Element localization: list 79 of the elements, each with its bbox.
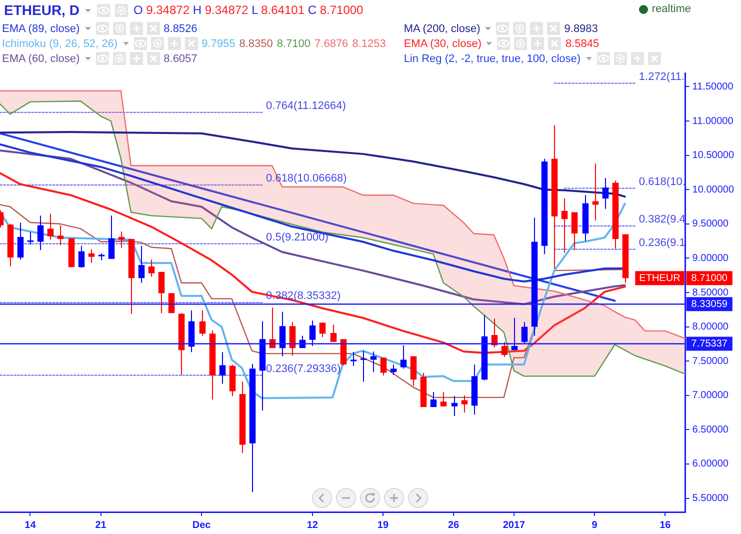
candlestick [350,352,357,366]
x-tick-label: 2017 [502,520,526,531]
candlestick [78,245,85,268]
candlestick [561,198,568,254]
candlestick [47,213,54,240]
candlestick [451,396,458,416]
annotation: 0.5(9.21000) [266,231,328,244]
chart-subtitle: O 9.34872 H 9.34872 L 8.64101 C 8.71000 [133,3,364,17]
y-tick-label: 6.00000 [692,458,729,470]
y-tick-label: 7.50000 [692,356,729,367]
candlestick [289,321,296,356]
candlestick [400,344,407,370]
candlestick [430,391,437,408]
y-tick-label: 9.50000 [692,218,729,230]
y-tick-label: 8.50000 [692,287,729,298]
text: Ichimoku (9, 26, 52, 26) [2,38,118,50]
candlestick [521,321,528,344]
x-tick-label: 19 [377,520,389,531]
text: 9.8983 [564,22,598,34]
text: 8.5845 [565,38,600,50]
candlestick [37,215,44,250]
candlestick [440,391,447,407]
y-tick-label: 8.00000 [692,322,729,333]
text: 8.6057 [164,52,198,64]
y-tick-label: 10.00000 [692,184,734,196]
candlestick [380,357,387,376]
candlestick [88,248,95,264]
candlestick [511,317,518,351]
candlestick [602,177,609,210]
candlestick [330,324,337,342]
x-tick-label: 14 [24,520,36,531]
text: 8.71000 [691,272,728,284]
y-tick-label: 10.50000 [692,150,734,162]
text: EMA (30, close) [404,38,482,50]
candlestick [571,212,578,250]
annotation: ETHEUR [639,272,680,284]
x-tick-label: 16 [660,520,672,531]
candlestick [199,310,206,336]
candlestick [158,271,165,314]
annotation: 1.272(11. [638,70,685,83]
annotation: 0.618(10. [638,176,686,188]
chart-title: ETHEUR, D [4,2,80,18]
candlestick [138,245,145,284]
text: realtime [652,3,691,15]
candlestick [461,394,468,414]
text: 9.7955 8.8350 8.7100 7.6876 8.1253 [202,38,386,50]
text: EMA (60, close) [2,52,80,64]
y-tick-label: 9.00000 [692,252,729,264]
text: EMA (89, close) [2,22,80,34]
candlestick [27,232,34,245]
y-tick-label: 6.50000 [692,424,729,436]
y-tick-label: 11.50000 [692,81,734,92]
x-tick-label: 9 [592,520,598,531]
text: 8.8526 [164,22,198,34]
candlestick [319,322,326,338]
candlestick [219,352,226,384]
text: MA (200, close) [404,22,480,34]
ref-line-label: 7.75337 [691,338,728,350]
x-tick-label: 21 [95,520,107,531]
candlestick [17,222,24,260]
annotation: 0.764(11.12664) [266,100,346,112]
x-tick-label: 26 [448,520,460,531]
candlestick [279,311,286,357]
text: Lin Reg (2, -2, true, true, 100, close) [404,52,581,64]
candlestick [360,350,367,382]
annotation: 0.236(7.29336) [266,362,341,375]
candlestick [501,341,508,358]
candlestick [309,320,316,347]
candlestick [108,215,115,260]
x-tick-label: 12 [306,520,318,531]
y-tick-label: 5.50000 [692,493,729,504]
candlestick [57,224,64,246]
ref-line-label: 8.33059 [691,298,728,310]
candlestick [148,259,155,278]
candlestick [410,356,417,386]
y-tick-label: 7.00000 [692,390,729,402]
candlestick [390,364,397,376]
x-tick-label: Dec [192,520,212,531]
y-tick-label: 11.00000 [692,116,734,127]
